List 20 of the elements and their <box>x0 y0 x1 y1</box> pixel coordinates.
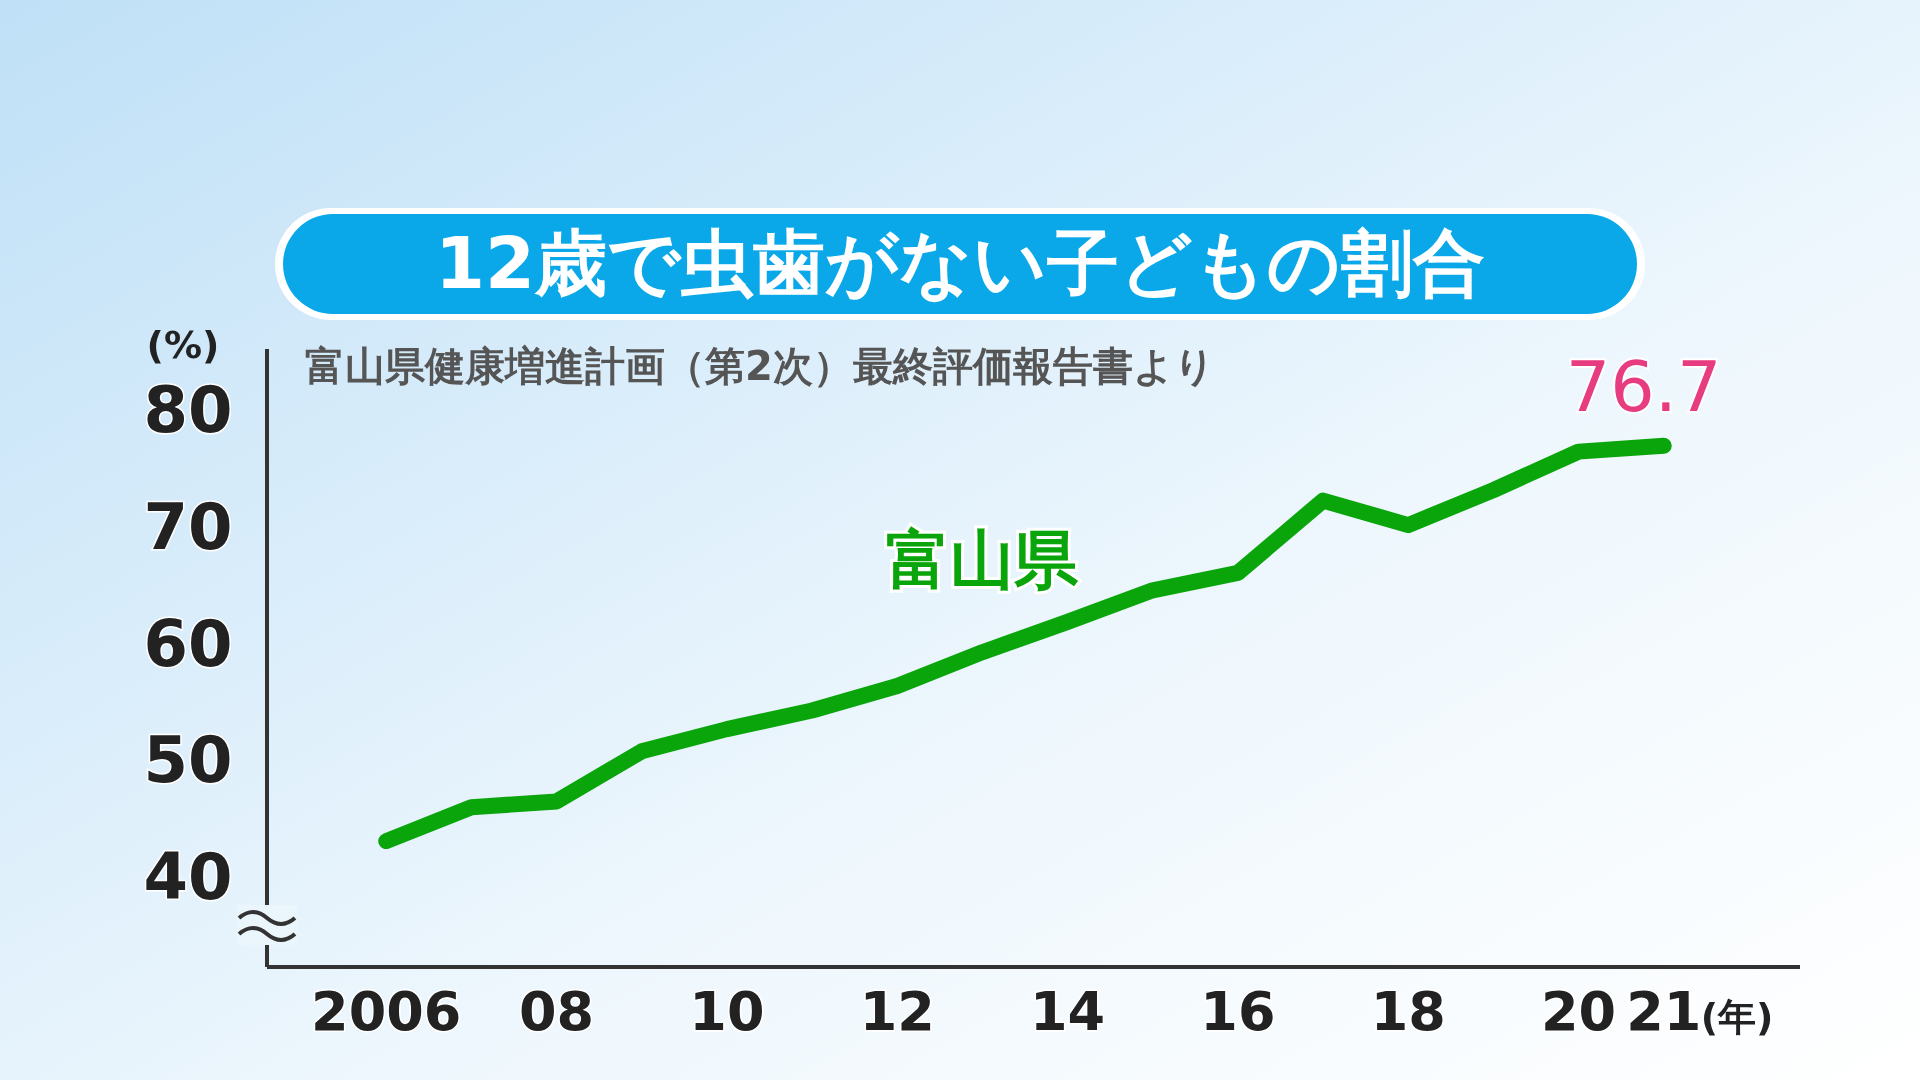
y-tick-label: 70 <box>143 489 233 564</box>
x-tick-label: 10 <box>689 980 765 1043</box>
annotation: 富山県健康増進計画（第2次）最終評価報告書より <box>305 343 1215 389</box>
y-tick-label: 50 <box>143 723 233 798</box>
x-tick-label: 20 <box>1540 980 1617 1043</box>
x-tick-label: 14 <box>1029 980 1106 1043</box>
y-tick-label: 40 <box>143 839 233 914</box>
series-label: 富山県 <box>886 523 1080 598</box>
x-axis-title: (年) <box>1700 995 1774 1039</box>
x-tick-label: 21 <box>1626 980 1702 1043</box>
x-tick-label: 18 <box>1370 980 1446 1043</box>
chart-title: 12歳で虫歯がない子どもの割合 <box>434 221 1486 305</box>
y-tick-label: 80 <box>143 373 233 448</box>
data-label: 76.7 <box>1565 345 1722 428</box>
x-tick-label: 2006 <box>311 980 462 1043</box>
x-tick-label: 16 <box>1200 980 1276 1043</box>
y-tick-label: 60 <box>143 606 233 681</box>
x-tick-label: 12 <box>859 980 935 1043</box>
y-axis-title: (%) <box>146 323 220 367</box>
x-tick-label: 08 <box>518 980 595 1043</box>
